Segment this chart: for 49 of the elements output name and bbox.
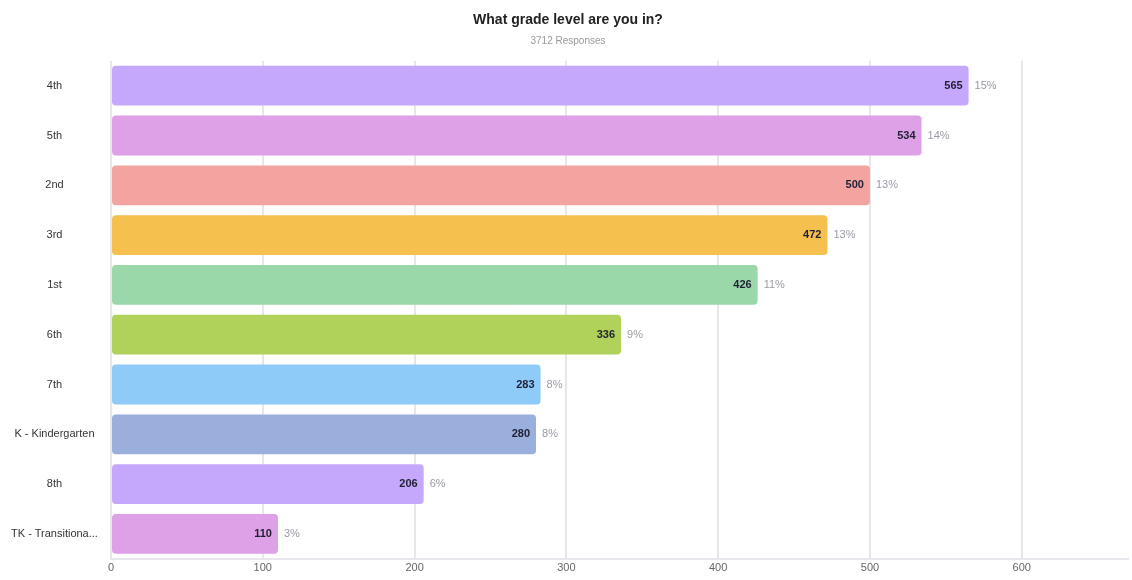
annotation: 11% bbox=[763, 277, 786, 290]
bar bbox=[112, 513, 278, 554]
data-label: 534 bbox=[897, 128, 917, 141]
y-tick-label: 1st bbox=[47, 277, 62, 290]
annotation: 8% bbox=[546, 377, 563, 390]
bar bbox=[112, 314, 622, 355]
bar bbox=[112, 165, 870, 206]
data-label: 280 bbox=[511, 427, 531, 440]
x-tick-label: 400 bbox=[708, 561, 728, 574]
y-tick-label: 4th bbox=[46, 78, 63, 91]
x-tick-label: 300 bbox=[557, 561, 576, 574]
bar bbox=[112, 414, 537, 455]
x-tick-label: 0 bbox=[107, 561, 115, 574]
x-tick-label: 200 bbox=[405, 561, 424, 574]
bar bbox=[112, 364, 541, 405]
data-label: 565 bbox=[944, 78, 963, 91]
y-tick-label: 6th bbox=[46, 327, 63, 340]
data-label: 336 bbox=[596, 327, 616, 340]
data-label: 110 bbox=[254, 526, 272, 539]
annotation: 3% bbox=[283, 526, 301, 539]
data-label: 426 bbox=[733, 277, 752, 290]
y-tick-label: 5th bbox=[46, 128, 63, 141]
x-tick-label: 100 bbox=[253, 561, 272, 574]
bar bbox=[112, 264, 758, 305]
y-tick-label: 2nd bbox=[45, 178, 64, 191]
bar bbox=[112, 215, 828, 256]
annotation: 15% bbox=[974, 78, 997, 91]
annotation: 8% bbox=[542, 427, 559, 440]
y-tick-label: 3rd bbox=[46, 228, 63, 241]
annotation: 14% bbox=[927, 128, 950, 141]
annotation: 13% bbox=[833, 228, 856, 241]
bar bbox=[112, 65, 969, 106]
y-tick-label: 8th bbox=[46, 477, 63, 490]
chart-subtitle: 3712 Responses bbox=[530, 34, 606, 46]
bar bbox=[112, 115, 922, 156]
x-tick-label: 500 bbox=[860, 561, 880, 574]
annotation: 9% bbox=[627, 327, 644, 340]
data-label: 206 bbox=[399, 477, 418, 490]
annotation: 13% bbox=[875, 178, 899, 191]
data-label: 472 bbox=[803, 228, 822, 241]
annotation: 6% bbox=[429, 477, 446, 490]
y-tick-label: 7th bbox=[46, 377, 63, 390]
data-label: 500 bbox=[845, 178, 864, 191]
data-label: 283 bbox=[516, 377, 535, 390]
bar bbox=[112, 464, 424, 505]
y-tick-label: TK - Transitiona... bbox=[11, 526, 98, 539]
y-tick-label: K - Kindergarten bbox=[14, 427, 95, 440]
x-tick-label: 600 bbox=[1012, 561, 1031, 574]
chart-title: What grade level are you in? bbox=[473, 11, 663, 28]
